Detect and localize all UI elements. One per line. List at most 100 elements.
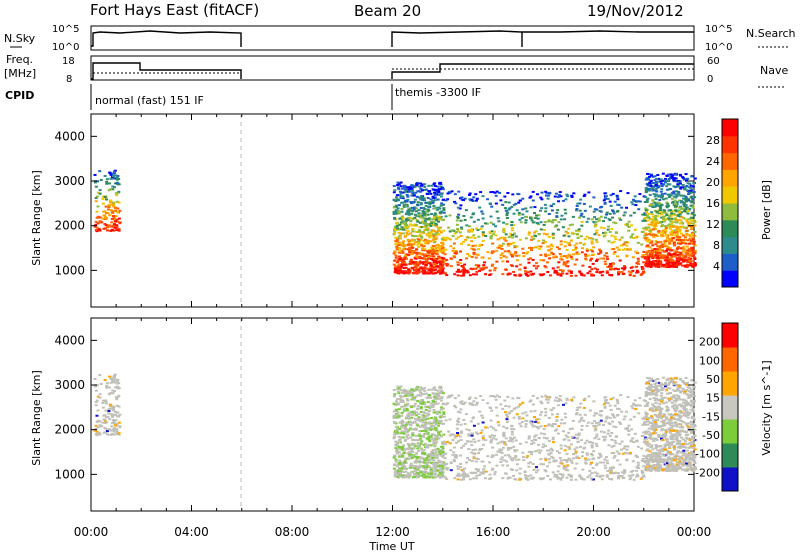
- velocity-cell: [403, 430, 407, 433]
- velocity-cell: [435, 438, 439, 441]
- power-cell: [423, 208, 427, 211]
- velocity-cell: [412, 398, 416, 401]
- power-cell: [474, 273, 478, 276]
- velocity-cell: [424, 432, 428, 435]
- power-cell: [109, 200, 113, 203]
- power-cell: [634, 200, 638, 203]
- power-cell: [472, 253, 476, 256]
- power-cell: [481, 231, 485, 234]
- power-cell: [687, 249, 691, 252]
- power-cell: [672, 225, 676, 228]
- power-cell: [581, 247, 585, 250]
- velocity-cell: [499, 460, 503, 463]
- power-cell: [649, 263, 653, 266]
- power-cell: [431, 201, 435, 204]
- velocity-cell: [531, 425, 535, 428]
- power-cell: [617, 203, 621, 206]
- power-cell: [680, 258, 684, 261]
- power-cell: [674, 261, 678, 264]
- velocity-cell: [474, 448, 478, 451]
- power-cell: [107, 206, 111, 209]
- power-cell: [636, 241, 640, 244]
- power-cell: [689, 239, 693, 242]
- velocity-cell: [433, 461, 437, 464]
- velocity-cell: [541, 463, 545, 466]
- velocity-cell: [468, 396, 472, 399]
- power-cell: [540, 207, 544, 210]
- velocity-cell: [425, 426, 429, 429]
- power-cell: [647, 187, 651, 190]
- velocity-cell: [410, 398, 414, 401]
- power-cell: [672, 253, 676, 256]
- power-cell: [691, 222, 695, 225]
- velocity-cell: [566, 399, 570, 402]
- velocity-cell: [547, 449, 551, 452]
- velocity-cell: [113, 381, 117, 384]
- velocity-cell: [585, 439, 589, 442]
- power-cell: [615, 246, 619, 249]
- velocity-cell: [416, 466, 420, 469]
- velocity-cell: [395, 416, 399, 419]
- power-cell: [455, 231, 459, 234]
- power-cell: [558, 191, 562, 194]
- power-cell: [625, 255, 629, 258]
- velocity-cell: [477, 439, 481, 442]
- power-cell: [629, 214, 633, 217]
- power-cell: [682, 203, 686, 206]
- power-cell: [517, 254, 521, 257]
- power-cell: [590, 268, 594, 271]
- velocity-cell: [564, 468, 568, 471]
- velocity-cell: [545, 465, 549, 468]
- power-cell: [116, 207, 120, 210]
- power-cell: [412, 271, 416, 274]
- velocity-cell: [437, 394, 441, 397]
- power-cell: [507, 236, 511, 239]
- velocity-cell: [522, 459, 526, 462]
- velocity-cell: [414, 427, 418, 430]
- power-cell: [563, 255, 567, 258]
- velocity-cell: [591, 466, 595, 469]
- station-title: Fort Hays East (fitACF): [90, 1, 259, 19]
- velocity-cell: [533, 416, 537, 419]
- velocity-cell: [543, 457, 547, 460]
- power-cell: [653, 226, 657, 229]
- velocity-cell: [464, 442, 468, 445]
- power-cell: [429, 270, 433, 273]
- power-cell: [569, 271, 573, 274]
- velocity-cell: [551, 441, 555, 444]
- power-cell: [555, 211, 559, 214]
- velocity-cell: [481, 399, 485, 402]
- power-cell: [113, 186, 117, 189]
- power-cell: [693, 219, 697, 222]
- power-cell: [627, 229, 631, 232]
- power-cell: [424, 262, 428, 265]
- velocity-cell: [549, 408, 553, 411]
- nsearch-label: N.Search: [746, 27, 796, 40]
- power-cell: [646, 184, 650, 187]
- power-cell: [436, 243, 440, 246]
- velocity-cell: [577, 457, 581, 460]
- velocity-cell: [559, 399, 563, 402]
- power-cell: [631, 198, 635, 201]
- power-cell: [524, 272, 528, 275]
- power-cell: [422, 210, 426, 213]
- power-cell: [659, 178, 663, 181]
- power-cell: [673, 240, 677, 243]
- power-cell: [435, 225, 439, 228]
- velocity-cell: [395, 443, 399, 446]
- velocity-cell: [399, 425, 403, 428]
- velocity-cell: [492, 427, 496, 430]
- power-cell: [664, 228, 668, 231]
- power-cell: [692, 190, 696, 193]
- power-cell: [559, 243, 563, 246]
- power-cell: [528, 196, 532, 199]
- power-cell: [640, 265, 644, 268]
- velocity-cell: [509, 438, 513, 441]
- power-cell: [549, 243, 553, 246]
- velocity-cell: [622, 447, 626, 450]
- power-cell: [682, 202, 686, 205]
- velocity-cell: [427, 409, 431, 412]
- power-cell: [393, 271, 397, 274]
- power-cell: [426, 224, 430, 227]
- power-cell: [691, 185, 695, 188]
